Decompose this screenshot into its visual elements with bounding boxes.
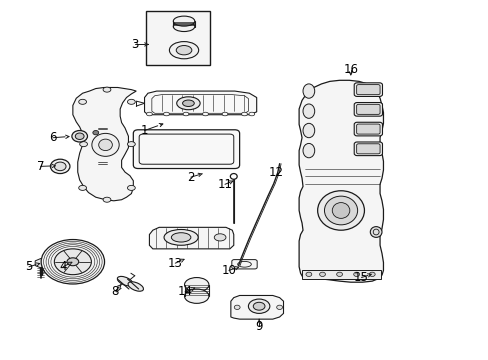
FancyBboxPatch shape — [133, 130, 239, 168]
Polygon shape — [73, 87, 136, 201]
Ellipse shape — [128, 282, 143, 291]
Text: 11: 11 — [217, 178, 232, 191]
Text: 15: 15 — [353, 271, 368, 284]
Ellipse shape — [79, 99, 86, 104]
FancyBboxPatch shape — [353, 142, 382, 156]
Text: 1: 1 — [141, 124, 148, 137]
Ellipse shape — [369, 226, 381, 237]
Ellipse shape — [202, 112, 208, 116]
Ellipse shape — [99, 139, 112, 150]
Ellipse shape — [127, 99, 135, 104]
Text: 6: 6 — [49, 131, 57, 144]
Ellipse shape — [80, 141, 87, 147]
Ellipse shape — [92, 134, 119, 156]
Polygon shape — [230, 296, 283, 319]
Text: 5: 5 — [25, 260, 33, 273]
Ellipse shape — [54, 249, 91, 275]
Ellipse shape — [214, 234, 225, 241]
FancyBboxPatch shape — [356, 104, 379, 114]
Ellipse shape — [41, 239, 104, 284]
Ellipse shape — [117, 276, 132, 286]
Ellipse shape — [222, 112, 227, 116]
Ellipse shape — [163, 229, 198, 245]
Ellipse shape — [103, 87, 111, 92]
Ellipse shape — [353, 272, 359, 276]
FancyBboxPatch shape — [353, 83, 382, 96]
Text: 3: 3 — [131, 38, 138, 51]
Polygon shape — [149, 227, 233, 249]
Ellipse shape — [368, 272, 374, 276]
Ellipse shape — [303, 143, 314, 158]
Bar — [146, 12, 210, 65]
Ellipse shape — [324, 196, 357, 225]
Ellipse shape — [171, 233, 190, 242]
Ellipse shape — [303, 84, 314, 98]
Ellipse shape — [182, 100, 194, 107]
Ellipse shape — [248, 299, 269, 314]
Text: 14: 14 — [177, 285, 192, 298]
Text: 7: 7 — [37, 160, 44, 173]
FancyBboxPatch shape — [353, 122, 382, 136]
Ellipse shape — [176, 97, 200, 110]
Ellipse shape — [234, 305, 240, 310]
Ellipse shape — [183, 112, 188, 116]
Ellipse shape — [93, 131, 99, 135]
Ellipse shape — [79, 185, 86, 190]
Bar — [302, 270, 380, 279]
Ellipse shape — [103, 197, 111, 202]
Ellipse shape — [303, 104, 314, 118]
Ellipse shape — [253, 302, 264, 310]
Ellipse shape — [184, 289, 208, 303]
Polygon shape — [144, 91, 256, 115]
FancyBboxPatch shape — [356, 144, 379, 154]
Text: 13: 13 — [167, 257, 183, 270]
Text: 12: 12 — [268, 166, 283, 179]
Ellipse shape — [303, 123, 314, 138]
FancyBboxPatch shape — [231, 260, 257, 269]
Ellipse shape — [319, 272, 325, 276]
FancyBboxPatch shape — [353, 103, 382, 116]
Text: 9: 9 — [255, 320, 263, 333]
Ellipse shape — [50, 159, 70, 174]
Ellipse shape — [176, 45, 191, 55]
Polygon shape — [35, 258, 46, 268]
Ellipse shape — [305, 272, 311, 276]
FancyBboxPatch shape — [356, 124, 379, 134]
Text: 10: 10 — [221, 264, 236, 277]
Ellipse shape — [163, 112, 169, 116]
Ellipse shape — [146, 112, 152, 116]
Ellipse shape — [127, 141, 135, 147]
Text: 4: 4 — [59, 260, 67, 273]
Ellipse shape — [75, 133, 84, 139]
Ellipse shape — [72, 131, 87, 142]
Polygon shape — [299, 80, 383, 282]
Ellipse shape — [317, 191, 364, 230]
Ellipse shape — [276, 305, 282, 310]
Ellipse shape — [54, 162, 66, 171]
FancyBboxPatch shape — [356, 85, 379, 95]
Ellipse shape — [241, 112, 247, 116]
Ellipse shape — [184, 278, 208, 292]
Text: 8: 8 — [111, 285, 119, 298]
Ellipse shape — [67, 258, 79, 266]
Ellipse shape — [248, 112, 254, 116]
Ellipse shape — [336, 272, 342, 276]
Text: 16: 16 — [343, 63, 358, 76]
Ellipse shape — [173, 16, 194, 26]
Text: 2: 2 — [187, 171, 194, 184]
Ellipse shape — [331, 203, 349, 219]
Ellipse shape — [127, 185, 135, 190]
Ellipse shape — [173, 22, 194, 32]
Ellipse shape — [169, 41, 198, 59]
